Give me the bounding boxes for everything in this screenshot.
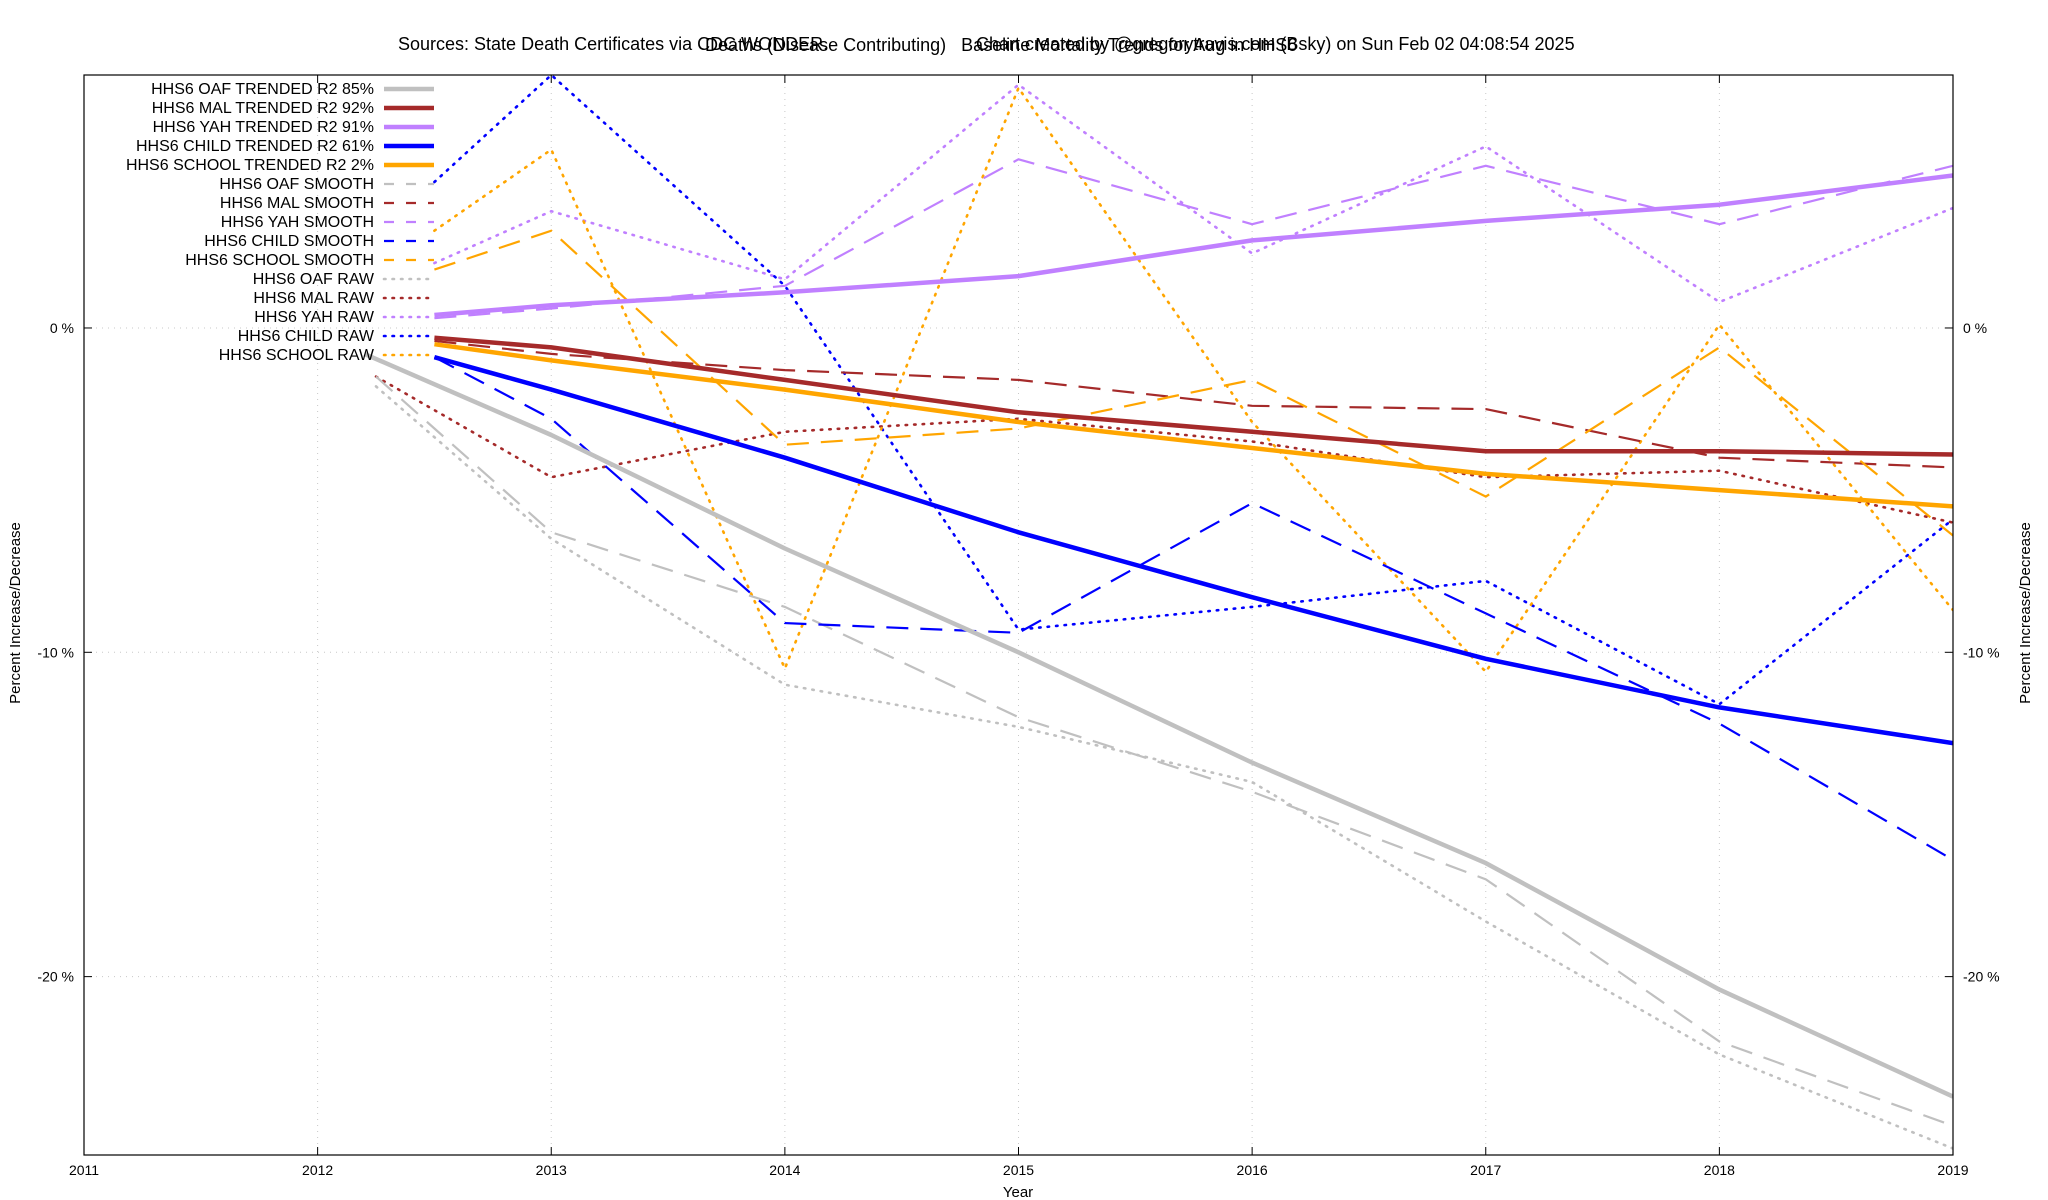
series-line-mal-raw [374,375,1953,524]
y2-tick-label: -10 % [1963,644,2000,660]
series-line-child-trend [433,355,1953,746]
series-line-school-raw [433,85,1953,674]
chart-subtitle-credit: Chart created by @gregorytravis.com (Bsk… [976,34,1575,54]
series-line-child-smooth [433,356,1953,861]
series-line-oaf-trend [363,351,1953,1099]
x-tick-label: 2011 [69,1162,99,1178]
legend-label: HHS6 CHILD RAW [238,328,375,345]
chart-subtitle-sources: Sources: State Death Certificates via CD… [398,34,829,54]
legend-label: HHS6 SCHOOL RAW [219,347,375,364]
legend-label: HHS6 SCHOOL SMOOTH [185,252,374,269]
legend-label: HHS6 OAF SMOOTH [219,176,374,193]
legend-label: HHS6 MAL RAW [253,290,375,307]
y-tick-label: -10 % [37,644,74,660]
x-tick-label: 2018 [1704,1162,1735,1178]
x-tick-label: 2019 [1937,1162,1968,1178]
x-tick-label: 2015 [1003,1162,1034,1178]
legend-label: HHS6 YAH RAW [254,309,375,326]
legend-label: HHS6 MAL TRENDED R2 92% [152,100,374,117]
legend-label: HHS6 OAF TRENDED R2 85% [151,81,374,98]
legend-label: HHS6 MAL SMOOTH [220,195,374,212]
axis-layer: 2011 2012 2013 2014 2015 2016 2017 2018 2019 0 % 0… [37,75,2000,1178]
legend-label: HHS6 CHILD SMOOTH [204,233,374,250]
series-line-mal-smooth [434,339,1953,469]
chart-title-line: Deaths (Disease Contributing) Baseline M… [695,14,2048,56]
series-line-yah-raw [433,83,1953,304]
legend-label: HHS6 SCHOOL TRENDED R2 2% [126,157,374,174]
y2-tick-label: -20 % [1963,969,2000,985]
series-line-school-smooth [434,229,1953,537]
legend: HHS6 OAF TRENDED R2 85% HHS6 MAL TRENDED … [126,81,436,364]
series-line-yah-trend [434,173,1953,318]
series-line-oaf-smooth [375,375,1953,1127]
series-line-yah-smooth [434,158,1953,320]
legend-label: HHS6 OAF RAW [253,271,375,288]
y2-tick-label: 0 % [1963,320,1987,336]
series-layer [363,75,1953,1150]
grid-layer [84,75,1953,1155]
x-tick-label: 2014 [769,1162,800,1178]
x-axis-label: Year [1003,1184,1033,1200]
series-line-oaf-raw [374,385,1953,1150]
legend-label: HHS6 YAH SMOOTH [221,214,374,231]
y-tick-label: 0 % [50,320,74,336]
x-tick-label: 2013 [536,1162,567,1178]
y2-axis-label: Percent Increase/Decrease [2017,522,2034,704]
y-axis-label: Percent Increase/Decrease [7,522,24,704]
x-tick-label: 2017 [1470,1162,1501,1178]
series-line-mal-trend [434,335,1953,457]
y-tick-label: -20 % [37,969,74,985]
legend-label: HHS6 YAH TRENDED R2 91% [153,119,374,136]
legend-label: HHS6 CHILD TRENDED R2 61% [136,138,374,155]
x-tick-label: 2012 [302,1162,333,1178]
series-line-child-raw [433,75,1953,706]
chart-title-left: Deaths (Disease Contributing) [705,35,947,55]
chart-title-right: Baseline Mortality Trends for Aug in HHS… [961,35,1298,55]
x-tick-label: 2016 [1237,1162,1268,1178]
series-line-school-trend [434,341,1953,509]
